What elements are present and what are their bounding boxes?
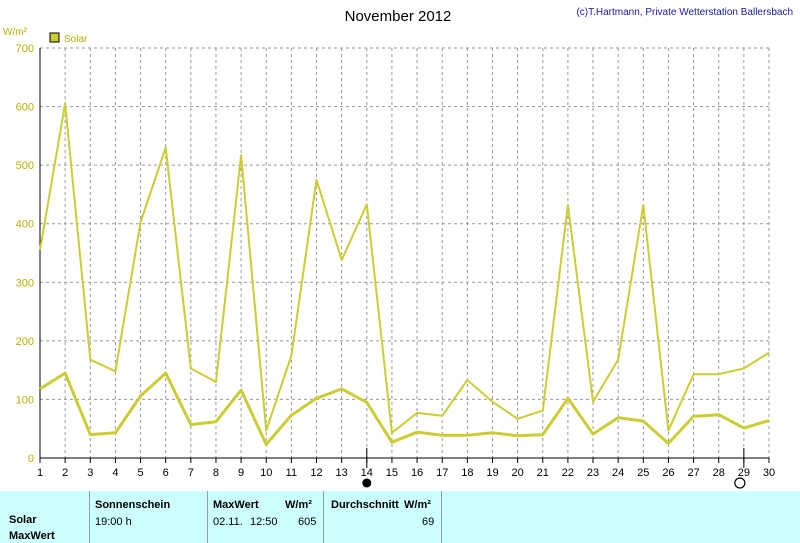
y-tick-label: 100 bbox=[16, 394, 34, 406]
x-tick-label: 7 bbox=[188, 467, 194, 479]
x-tick-label: 13 bbox=[336, 467, 348, 479]
grid bbox=[40, 47, 770, 458]
maxwert-header: MaxWert bbox=[213, 499, 259, 511]
y-tick-label: 0 bbox=[28, 453, 34, 465]
row-label-solar: Solar bbox=[9, 514, 37, 526]
x-tick-label: 8 bbox=[213, 467, 219, 479]
x-tick-label: 5 bbox=[137, 467, 143, 479]
x-tick-label: 25 bbox=[637, 467, 649, 479]
x-tick-label: 10 bbox=[260, 467, 272, 479]
durchschnitt-header: Durchschnitt bbox=[331, 499, 399, 511]
x-tick-label: 18 bbox=[461, 467, 473, 479]
x-tick-label: 3 bbox=[87, 467, 93, 479]
x-tick-label: 27 bbox=[687, 467, 699, 479]
x-tick-label: 17 bbox=[436, 467, 448, 479]
legend-swatch bbox=[49, 32, 60, 43]
x-tick-label: 4 bbox=[112, 467, 118, 479]
x-tick-label: 28 bbox=[713, 467, 725, 479]
sonnenschein-value: 19:00 h bbox=[95, 516, 132, 528]
chart-title: November 2012 bbox=[345, 8, 452, 25]
maxwert-time: 12:50 bbox=[250, 516, 278, 528]
x-tick-label: 15 bbox=[386, 467, 398, 479]
x-tick-label: 19 bbox=[486, 467, 498, 479]
durchschnitt-value: 69 bbox=[422, 516, 435, 528]
maxwert-date: 02.11. bbox=[213, 516, 243, 528]
x-tick-label: 6 bbox=[163, 467, 169, 479]
moon-markers bbox=[362, 448, 746, 489]
x-tick-label: 11 bbox=[286, 467, 297, 479]
x-tick-label: 2 bbox=[62, 467, 68, 479]
full-moon-icon bbox=[362, 478, 372, 488]
y-tick-label: 200 bbox=[16, 336, 34, 348]
x-tick-label: 23 bbox=[587, 467, 599, 479]
y-axis-unit: W/m² bbox=[3, 27, 28, 38]
new-moon-icon bbox=[734, 477, 746, 489]
y-tick-label: 300 bbox=[16, 277, 34, 289]
x-tick-label: 20 bbox=[511, 467, 523, 479]
x-tick-label: 1 bbox=[37, 467, 43, 479]
x-tick-label: 22 bbox=[562, 467, 574, 479]
copyright-text: (c)T.Hartmann, Private Wetterstation Bal… bbox=[576, 7, 793, 18]
series-lines bbox=[39, 102, 770, 446]
series-line-mean bbox=[39, 371, 770, 446]
x-tick-label: 26 bbox=[662, 467, 674, 479]
x-tick-label: 30 bbox=[763, 467, 775, 479]
y-tick-label: 400 bbox=[16, 219, 34, 231]
x-tick-label: 9 bbox=[238, 467, 244, 479]
x-tick-label: 16 bbox=[411, 467, 423, 479]
y-tick-label: 500 bbox=[16, 160, 34, 172]
solar-chart: November 2012 (c)T.Hartmann, Private Wet… bbox=[3, 7, 793, 489]
y-tick-label: 700 bbox=[16, 43, 34, 55]
series-line-max bbox=[39, 102, 770, 434]
maxwert-value: 605 bbox=[298, 516, 317, 528]
sonnenschein-header: Sonnenschein bbox=[95, 499, 171, 511]
x-tick-label: 21 bbox=[537, 467, 549, 479]
summary-panel: Solar MaxWert Sonnenschein 19:00 h MaxWe… bbox=[0, 491, 800, 543]
x-tick-label: 12 bbox=[310, 467, 322, 479]
legend-label: Solar bbox=[64, 34, 88, 45]
y-tick-label: 600 bbox=[16, 102, 34, 114]
x-tick-label: 14 bbox=[361, 467, 373, 479]
x-tick-label: 24 bbox=[612, 467, 624, 479]
maxwert-unit: W/m² bbox=[285, 499, 312, 511]
row-label-maxwert: MaxWert bbox=[9, 530, 55, 542]
durchschnitt-unit: W/m² bbox=[404, 499, 431, 511]
x-tick-label: 29 bbox=[738, 467, 750, 479]
